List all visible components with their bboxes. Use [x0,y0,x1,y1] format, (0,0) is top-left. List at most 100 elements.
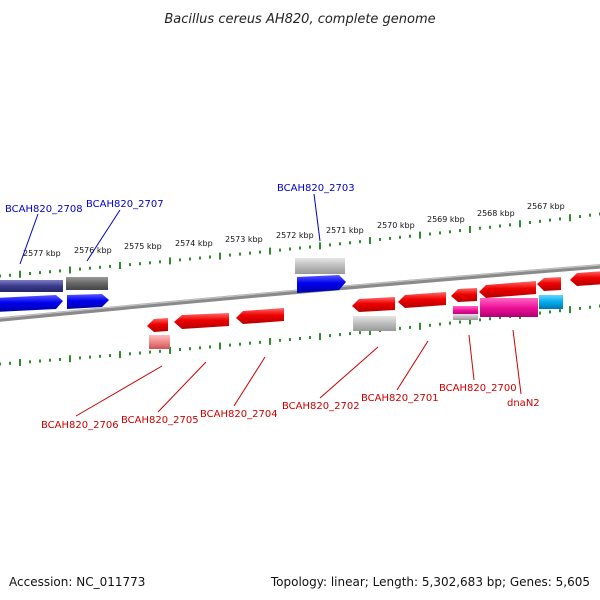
label-bcah820-2702[interactable]: BCAH820_2702 [282,401,360,412]
upper-major-tick [219,252,221,260]
lower-minor-tick [289,338,291,341]
lower-minor-tick [479,318,481,322]
gene-dnan2-feature[interactable] [480,298,538,317]
gene-bcah820-2707-cds[interactable] [67,294,109,309]
gene-bcah820-2703-feature[interactable] [295,258,345,274]
tick-label-2577: 2577 kbp [23,249,61,258]
leader-bcah820-2700 [468,334,475,381]
tick-label-2567: 2567 kbp [527,202,565,211]
leader-bcah820-2706 [75,365,163,417]
lower-minor-tick [459,320,461,324]
gene-bcah820-2706-cds[interactable] [147,318,168,332]
lower-minor-tick [139,351,141,355]
label-bcah820-2700[interactable]: BCAH820_2700 [439,383,517,394]
lower-minor-tick [349,332,351,336]
gene-right-1-cds[interactable] [537,277,561,291]
lower-minor-tick [549,310,551,314]
upper-minor-tick [399,235,401,239]
lower-major-tick [419,322,421,330]
upper-minor-tick [579,215,581,218]
lower-major-tick [269,337,271,345]
leader-bcah820-2708 [19,213,39,265]
lower-minor-tick [39,359,41,363]
upper-major-tick [119,262,121,269]
gene-bcah820-2707-feature[interactable] [66,277,108,290]
gene-bcah820-2700-feature[interactable] [453,306,478,315]
upper-minor-tick [359,240,361,244]
upper-minor-tick [429,232,431,236]
gene-bcah820-2704-cds[interactable] [236,308,284,324]
accession-text: Accession: NC_011773 [9,575,145,589]
gene-dnan2-cds[interactable] [479,281,536,298]
upper-major-tick [269,247,271,255]
label-bcah820-2704[interactable]: BCAH820_2704 [200,409,278,420]
upper-minor-tick [549,218,551,222]
upper-ruler-ticks [0,212,600,278]
lower-minor-tick [79,356,81,360]
gene-bcah820-2708-cds[interactable] [0,295,63,312]
gene-bcah820-2708-feature[interactable] [0,280,63,292]
upper-features [0,258,346,312]
lower-minor-tick [149,350,151,354]
gene-bcah820-2700-feature-2[interactable] [453,314,478,320]
upper-minor-tick [509,223,511,227]
label-bcah820-2706[interactable]: BCAH820_2706 [41,420,119,431]
upper-minor-tick [9,273,11,277]
lower-minor-tick [329,334,331,338]
gene-bcah820-2706-feature[interactable] [149,335,170,349]
gene-bcah820-2702-cds[interactable] [352,297,395,312]
gene-bcah820-2703-cds[interactable] [297,275,346,293]
upper-minor-tick [279,248,281,252]
upper-minor-tick [339,242,341,246]
upper-minor-tick [29,272,31,275]
lower-minor-tick [129,352,131,356]
lower-minor-tick [0,362,1,366]
tick-label-2574: 2574 kbp [175,239,213,248]
topology-text: Topology: linear; Length: 5,302,683 bp; … [270,575,590,589]
label-bcah820-2707[interactable]: BCAH820_2707 [86,199,164,210]
lower-minor-tick [99,354,101,358]
gene-bcah820-2701-cds[interactable] [398,292,446,308]
upper-minor-tick [389,236,391,240]
lower-minor-tick [429,323,431,327]
tick-label-2572: 2572 kbp [276,231,314,240]
lower-major-tick [69,355,71,363]
label-bcah820-2705[interactable]: BCAH820_2705 [121,415,199,426]
upper-minor-tick [229,253,231,257]
tick-label-2575: 2575 kbp [124,242,162,251]
upper-minor-tick [259,250,261,254]
upper-major-tick [369,237,371,245]
upper-minor-tick [439,231,441,235]
gene-right-2-cds[interactable] [570,271,600,286]
map-title: Bacillus cereus AH820, complete genome [164,12,435,27]
upper-major-tick [469,226,471,233]
lower-minor-tick [259,340,261,344]
lower-minor-tick [159,349,161,353]
lower-minor-tick [209,345,211,349]
leader-bcah820-2704 [233,356,266,407]
upper-major-tick [569,214,571,222]
gene-right-1-feature[interactable] [539,295,563,309]
label-bcah820-2701[interactable]: BCAH820_2701 [361,393,439,404]
upper-minor-tick [179,258,181,262]
label-dnan2[interactable]: dnaN2 [507,398,540,409]
lower-minor-tick [539,311,541,315]
gene-bcah820-2700-cds[interactable] [451,288,477,302]
upper-minor-tick [479,226,481,230]
upper-minor-tick [589,213,591,217]
tick-label-2573: 2573 kbp [225,235,263,244]
label-bcah820-2703[interactable]: BCAH820_2703 [277,183,355,194]
lower-minor-tick [559,309,561,313]
upper-minor-tick [79,267,81,271]
upper-minor-tick [189,257,191,261]
lower-minor-tick [439,322,441,326]
gene-bcah820-2702-feature[interactable] [353,316,396,331]
gene-bcah820-2705-cds[interactable] [174,313,229,329]
upper-minor-tick [309,245,311,249]
label-bcah820-2708[interactable]: BCAH820_2708 [5,204,83,215]
lower-major-tick [119,351,121,359]
upper-minor-tick [89,266,91,270]
lower-major-tick [219,342,221,350]
upper-minor-tick [409,234,411,238]
